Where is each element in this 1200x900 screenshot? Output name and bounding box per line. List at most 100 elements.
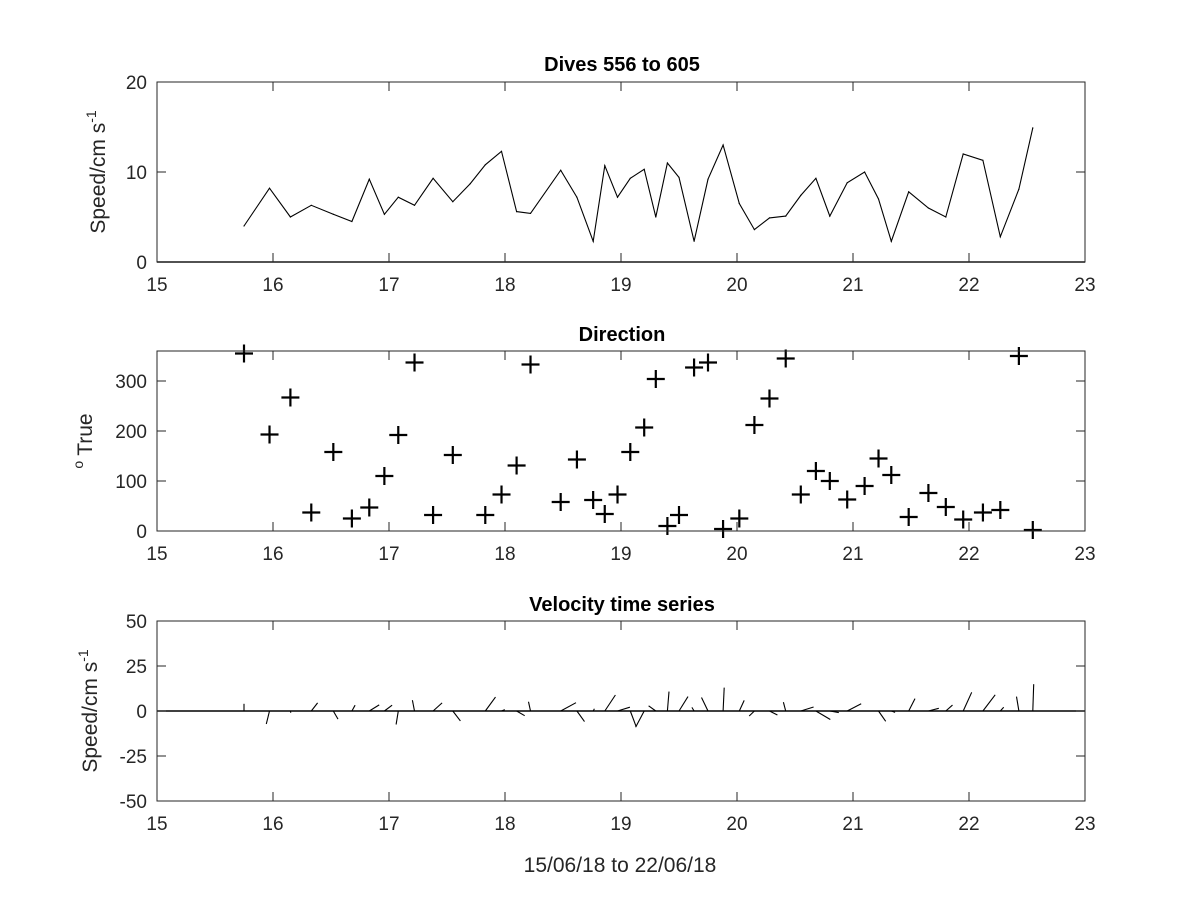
- direction-panel-plus-marker: [635, 418, 654, 437]
- direction-panel-plus-marker: [670, 506, 688, 524]
- velocity-panel-xlabel: 15/06/18 to 22/06/18: [524, 854, 717, 877]
- direction-panel-plus-marker: [685, 358, 704, 377]
- speed-panel-point: [707, 178, 709, 180]
- speed-panel-x-tick-label: 23: [1074, 275, 1095, 296]
- speed-panel-point: [927, 207, 930, 209]
- direction-panel-plus-marker: [882, 466, 901, 484]
- speed-panel-x-tick-label: 18: [494, 275, 515, 296]
- speed-panel-point: [289, 216, 291, 218]
- direction-panel-plus-marker: [806, 462, 825, 480]
- direction-panel-plus-marker: [973, 503, 992, 522]
- direction-panel-x-tick-label: 23: [1074, 544, 1095, 565]
- velocity-panel-velocity-stick: [635, 710, 645, 728]
- direction-panel-plus-marker: [375, 467, 394, 485]
- direction-panel-plus-marker: [869, 449, 888, 468]
- velocity-panel-velocity-stick: [501, 709, 506, 712]
- direction-panel-plot-area: 15 16 17 18 19 20 21 22 23 0 100 200 300: [115, 344, 1096, 565]
- direction-panel-plus-marker: [492, 485, 511, 504]
- direction-panel-plus-marker: [595, 505, 614, 523]
- direction-panel-plus-marker: [302, 503, 321, 522]
- velocity-panel-velocity-stick: [846, 703, 862, 712]
- direction-panel-y-tick-label: 300: [115, 372, 147, 393]
- velocity-panel-velocity-stick: [738, 700, 745, 712]
- direction-panel-plus-marker: [776, 349, 795, 368]
- speed-panel-point: [864, 171, 866, 173]
- direction-panel-plus-marker: [281, 388, 300, 407]
- speed-panel-point: [908, 191, 910, 193]
- speed-panel-point: [529, 212, 532, 214]
- speed-panel-point: [846, 182, 848, 184]
- speed-panel-plot-area: 15 16 17 18 19 20 21 22 23 0 10 20: [126, 73, 1096, 296]
- speed-panel-point: [413, 204, 416, 206]
- direction-panel-ylabel-text: True: [74, 413, 97, 455]
- direction-panel-plus-marker: [730, 509, 749, 528]
- speed-panel-point: [310, 204, 312, 206]
- velocity-panel-velocity-stick: [432, 702, 443, 712]
- velocity-panel-velocity-stick: [829, 710, 839, 714]
- velocity-panel-velocity-stick: [945, 704, 953, 712]
- direction-panel-plus-marker: [714, 520, 733, 538]
- velocity-panel-x-tick-label: 21: [842, 814, 863, 835]
- speed-panel-ylabel-text: Speed/cm s: [87, 123, 110, 234]
- velocity-panel: Velocity time series Speed/cm s-1 15/06/…: [75, 594, 1096, 877]
- direction-panel-x-tick-label: 15: [146, 544, 167, 565]
- speed-panel-point: [815, 177, 817, 179]
- speed-panel-point: [753, 229, 756, 231]
- velocity-panel-velocity-stick: [1032, 684, 1035, 712]
- direction-panel-plus-marker: [405, 353, 424, 372]
- velocity-panel-velocity-stick: [384, 704, 393, 712]
- direction-panel-plus-marker: [621, 443, 640, 461]
- direction-panel-plus-marker: [820, 472, 839, 490]
- speed-panel-point: [982, 159, 984, 161]
- direction-panel-plus-marker: [855, 477, 874, 495]
- speed-panel-point: [785, 215, 787, 217]
- speed-panel-point: [332, 213, 334, 215]
- velocity-panel-velocity-stick: [516, 710, 525, 717]
- speed-panel-point: [738, 202, 740, 205]
- direction-panel-x-tick-label: 18: [494, 544, 515, 565]
- speed-panel-point: [877, 198, 880, 200]
- speed-panel-x-tick-label: 17: [378, 275, 399, 296]
- speed-panel-x-tick-label: 19: [610, 275, 631, 296]
- velocity-panel-velocity-stick: [701, 697, 709, 712]
- velocity-panel-x-tick-label: 19: [610, 814, 631, 835]
- direction-panel-y-tick-label: 100: [115, 472, 147, 493]
- direction-panel-x-tick-label: 20: [726, 544, 747, 565]
- velocity-panel-velocity-stick: [351, 704, 356, 712]
- velocity-panel-y-tick-label: 25: [126, 657, 147, 678]
- speed-panel-point: [800, 194, 802, 196]
- direction-panel-plus-marker: [507, 456, 526, 475]
- velocity-panel-velocity-stick: [411, 700, 416, 712]
- velocity-panel-velocity-stick: [666, 691, 670, 712]
- velocity-panel-velocity-stick: [748, 710, 755, 717]
- direction-panel-x-tick-label: 16: [262, 544, 283, 565]
- velocity-panel-velocity-stick: [310, 702, 319, 712]
- speed-panel-point: [484, 164, 486, 166]
- speed-panel-x-tick-label: 15: [146, 275, 167, 296]
- direction-panel-plus-marker: [443, 446, 462, 464]
- speed-panel-point: [890, 240, 892, 242]
- velocity-panel-title: Velocity time series: [529, 594, 715, 616]
- velocity-panel-x-tick-label: 18: [494, 814, 515, 835]
- velocity-panel-x-tick-label: 17: [378, 814, 399, 835]
- velocity-panel-velocity-stick: [769, 710, 778, 716]
- speed-panel-point: [693, 240, 695, 242]
- direction-panel-plus-marker: [1023, 521, 1042, 539]
- direction-panel-x-tick-label: 21: [842, 544, 863, 565]
- speed-panel-point: [452, 201, 454, 203]
- direction-panel-plus-marker: [551, 493, 570, 511]
- speed-panel-point: [999, 236, 1001, 238]
- speed-panel-point: [592, 240, 594, 242]
- direction-panel-y-tick-label: 0: [136, 522, 147, 543]
- direction-panel-plus-marker: [899, 508, 918, 526]
- velocity-panel-x-tick-label: 15: [146, 814, 167, 835]
- speed-panel-point: [655, 216, 657, 218]
- speed-panel-point: [516, 211, 518, 213]
- velocity-panel-velocity-stick: [878, 710, 887, 722]
- speed-panel-point: [616, 196, 619, 198]
- speed-panel-point: [397, 196, 399, 198]
- speed-panel-title: Dives 556 to 605: [544, 54, 700, 76]
- velocity-panel-velocity-stick: [648, 705, 657, 712]
- speed-panel-point: [1018, 188, 1020, 190]
